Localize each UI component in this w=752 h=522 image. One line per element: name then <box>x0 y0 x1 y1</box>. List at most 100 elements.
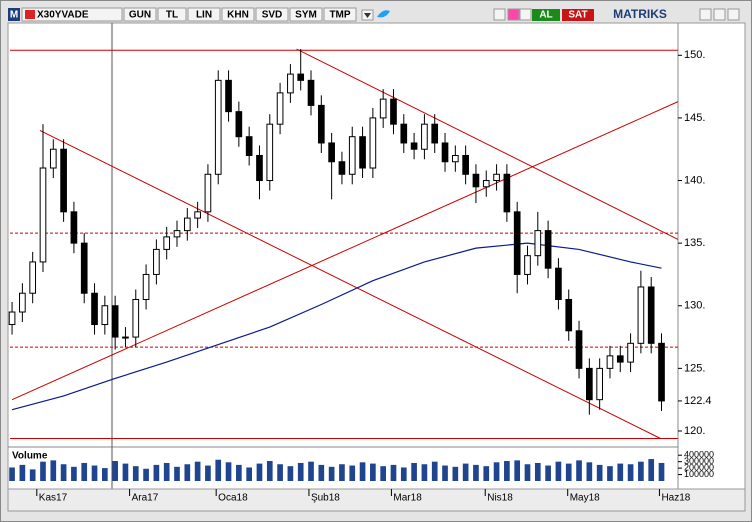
volume-tick-label: 100000 <box>684 469 714 479</box>
candle-body <box>513 211 521 275</box>
y-tick-label: 125. <box>684 362 705 374</box>
volume-bar <box>236 464 242 481</box>
chart-area <box>7 22 746 490</box>
volume-bar <box>349 465 356 481</box>
toolbar-button[interactable] <box>157 7 187 22</box>
candle-body <box>297 73 305 81</box>
volume-bar <box>411 462 417 481</box>
volume-bar <box>431 461 438 481</box>
candle-body <box>431 123 439 144</box>
volume-bar <box>29 469 36 481</box>
volume-bar <box>370 463 376 481</box>
candle-body <box>359 136 366 169</box>
candle-body <box>142 273 150 300</box>
candle-body <box>606 355 614 369</box>
candle-body <box>307 79 315 106</box>
volume-bar <box>132 466 139 481</box>
f-icon[interactable] <box>507 8 520 21</box>
candle-body <box>586 367 593 401</box>
toolbar-button[interactable] <box>255 7 289 22</box>
volume-label: Volume <box>12 451 48 462</box>
logo-box[interactable] <box>8 8 20 21</box>
volume-bar <box>493 462 500 481</box>
volume-bar <box>287 466 294 481</box>
toolbar-button-label: SVD <box>262 10 283 21</box>
candle-body <box>421 123 428 150</box>
candle-body <box>627 342 634 363</box>
volume-bar <box>648 459 655 481</box>
candle-body <box>544 230 552 269</box>
y-tick-label: 150. <box>684 49 705 61</box>
close-icon[interactable] <box>25 10 35 19</box>
candle-body <box>575 330 583 369</box>
candle-body <box>235 111 243 138</box>
x-tick-label: Haz18 <box>661 493 690 504</box>
volume-bar <box>225 462 232 481</box>
sell-label: SAT <box>568 10 587 21</box>
y-tick-label: 140. <box>684 174 705 186</box>
volume-tick-label: 200000 <box>684 462 714 472</box>
volume-bar <box>400 467 407 481</box>
candle-body <box>348 136 356 175</box>
volume-bar <box>194 461 201 481</box>
volume-bar <box>143 468 149 481</box>
volume-bar <box>91 465 98 481</box>
volume-bar <box>266 461 273 481</box>
minimize[interactable] <box>699 8 712 21</box>
candle-body <box>565 298 573 332</box>
candle-body <box>163 236 171 250</box>
candle-body <box>256 154 263 182</box>
volume-bar <box>112 461 118 481</box>
candle-body <box>101 305 109 326</box>
x-tick-label: Oca18 <box>218 493 248 504</box>
volume-bar <box>163 462 170 481</box>
buy-button[interactable] <box>532 9 560 21</box>
toolbar-button-label: LIN <box>196 10 212 21</box>
candle-body <box>194 211 201 219</box>
candle-body <box>524 255 531 275</box>
volume-bar <box>638 461 644 481</box>
x-tick-label: Mar18 <box>393 493 422 504</box>
refresh-icon[interactable] <box>519 8 532 21</box>
trend-line <box>11 101 679 401</box>
candle-body <box>122 336 129 339</box>
volume-bar <box>421 464 428 481</box>
toolbar-button[interactable] <box>323 7 357 22</box>
volume-bar <box>339 464 345 481</box>
volume-bar <box>524 464 531 481</box>
toolbar-button[interactable] <box>221 7 255 22</box>
candle-body <box>183 217 191 232</box>
candle-body <box>153 248 160 275</box>
volume-bar <box>390 464 397 481</box>
symbol: X30YVADE <box>37 10 89 21</box>
candle-body <box>70 211 78 244</box>
volume-bar <box>576 460 582 481</box>
x-tick-label: Kas17 <box>39 493 68 504</box>
symbol-box[interactable] <box>21 7 123 22</box>
candle-body <box>19 292 26 313</box>
volume-bar <box>50 460 57 481</box>
volume-bar <box>318 464 325 481</box>
volume-tick-label: 400000 <box>684 450 714 460</box>
x-tick-label: May18 <box>570 493 600 504</box>
logo: M <box>10 10 18 21</box>
toolbar-button[interactable] <box>187 7 221 22</box>
volume-bar <box>462 463 469 481</box>
toolbar-button-label: GUN <box>129 10 151 21</box>
candle-body <box>451 154 459 163</box>
x-tick-label: Nis18 <box>487 493 513 504</box>
maximize[interactable] <box>713 8 726 21</box>
toolbar-button[interactable] <box>123 7 157 22</box>
pin-icon[interactable] <box>493 8 506 21</box>
volume-bar <box>71 466 77 481</box>
trend-line <box>296 48 679 240</box>
volume-bar <box>586 462 593 481</box>
toolbar-button[interactable] <box>289 7 323 22</box>
candle-body <box>369 117 377 169</box>
sell-button[interactable] <box>562 9 594 21</box>
twitter-icon[interactable] <box>377 10 390 18</box>
candle-body <box>29 261 37 294</box>
close[interactable] <box>727 8 740 21</box>
candle-body <box>245 136 253 156</box>
candle-body <box>8 311 16 326</box>
